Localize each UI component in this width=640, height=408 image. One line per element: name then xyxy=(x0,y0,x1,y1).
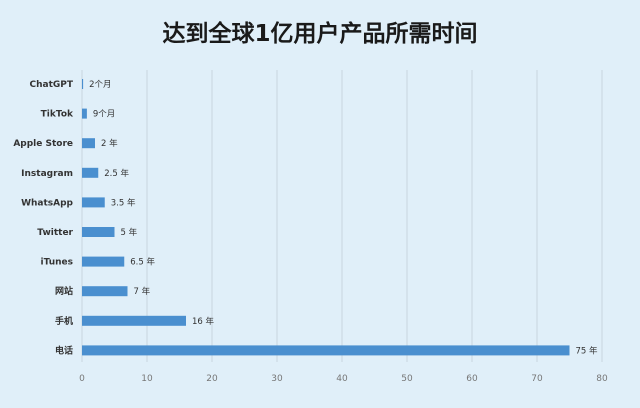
x-tick-label: 60 xyxy=(466,374,478,384)
category-label: 手机 xyxy=(55,315,73,327)
data-label: 2.5 年 xyxy=(104,168,129,179)
bar xyxy=(82,256,125,267)
category-label: Apple Store xyxy=(13,139,73,149)
data-label: 3.5 年 xyxy=(111,197,136,208)
data-label: 16 年 xyxy=(192,316,215,327)
bar xyxy=(82,345,570,356)
x-tick-label: 20 xyxy=(206,374,218,384)
x-tick-label: 40 xyxy=(336,374,348,384)
bar xyxy=(82,79,84,89)
data-label: 75 年 xyxy=(576,345,599,356)
x-tick-label: 10 xyxy=(141,374,153,384)
data-label: 2 年 xyxy=(101,138,118,149)
category-label: 电话 xyxy=(55,344,73,356)
category-label: Instagram xyxy=(21,169,73,179)
x-tick-label: 30 xyxy=(271,374,283,384)
bar xyxy=(82,108,87,119)
data-label: 9个月 xyxy=(93,110,115,120)
bar xyxy=(82,197,105,208)
x-tick-label: 70 xyxy=(531,374,543,384)
bar xyxy=(82,286,128,297)
category-label: iTunes xyxy=(40,258,73,268)
x-tick-label: 0 xyxy=(79,374,85,384)
category-label: TikTok xyxy=(41,110,74,120)
x-tick-label: 80 xyxy=(596,374,608,384)
data-label: 7 年 xyxy=(134,286,151,297)
bar xyxy=(82,138,95,149)
category-label: WhatsApp xyxy=(21,198,73,208)
chart-title: 达到全球1亿用户产品所需时间 xyxy=(162,21,478,47)
data-label: 5 年 xyxy=(121,227,138,238)
category-label: ChatGPT xyxy=(29,80,73,90)
data-label: 6.5 年 xyxy=(130,257,155,268)
bar xyxy=(82,167,99,178)
data-label: 2个月 xyxy=(89,80,111,90)
category-label: 网站 xyxy=(55,285,73,297)
x-tick-label: 50 xyxy=(401,374,413,384)
bar xyxy=(82,315,186,326)
bar xyxy=(82,227,115,237)
category-label: Twitter xyxy=(37,228,73,238)
